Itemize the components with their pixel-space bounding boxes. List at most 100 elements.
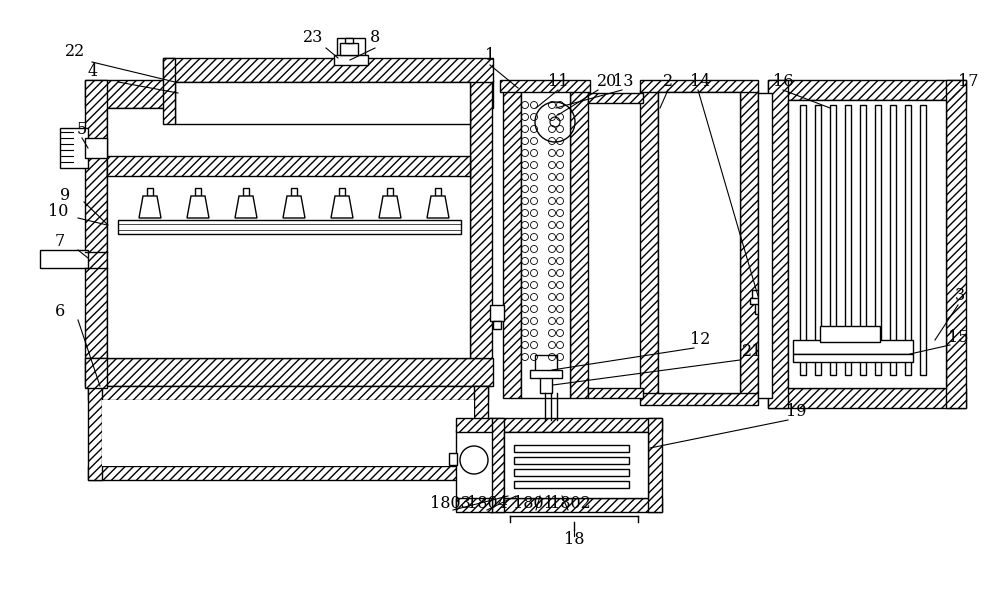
Bar <box>905 105 911 375</box>
Bar <box>500 80 590 92</box>
Bar <box>890 105 896 375</box>
Text: 11: 11 <box>548 73 568 91</box>
Text: 1: 1 <box>485 47 495 64</box>
Bar <box>640 393 758 405</box>
Bar <box>456 418 492 432</box>
Text: 8: 8 <box>370 29 380 46</box>
Bar <box>588 388 643 398</box>
Bar <box>768 388 966 408</box>
Bar <box>570 90 588 398</box>
Bar <box>387 188 393 196</box>
Bar <box>588 93 643 103</box>
Bar <box>521 90 570 398</box>
Bar <box>107 156 470 176</box>
Polygon shape <box>283 196 305 218</box>
Text: 14: 14 <box>690 73 710 91</box>
Bar <box>845 105 851 375</box>
Bar <box>750 298 768 304</box>
Bar <box>514 445 629 452</box>
Bar <box>85 138 107 158</box>
Bar <box>768 80 788 408</box>
Bar <box>490 418 504 512</box>
Bar <box>85 358 493 386</box>
Text: 4: 4 <box>88 64 98 81</box>
Bar <box>490 305 504 321</box>
Text: 16: 16 <box>773 73 793 91</box>
Bar <box>860 105 866 375</box>
Text: 6: 6 <box>55 304 65 320</box>
Bar <box>920 105 926 375</box>
Bar <box>490 418 662 432</box>
Text: 9: 9 <box>60 186 70 204</box>
Text: 22: 22 <box>65 43 85 61</box>
Text: 21: 21 <box>742 344 762 361</box>
Polygon shape <box>427 196 449 218</box>
Bar <box>102 400 474 466</box>
Text: 23: 23 <box>303 29 323 46</box>
Bar <box>40 250 88 268</box>
Polygon shape <box>139 196 161 218</box>
Text: 2: 2 <box>663 73 673 91</box>
Bar <box>147 188 153 196</box>
Bar <box>758 93 772 398</box>
Bar <box>800 105 806 375</box>
Polygon shape <box>379 196 401 218</box>
Bar <box>88 386 488 400</box>
Text: 10: 10 <box>48 204 68 221</box>
Bar <box>85 80 107 358</box>
Bar <box>456 430 492 510</box>
Text: 19: 19 <box>786 403 806 421</box>
Bar <box>107 108 470 358</box>
Bar <box>793 354 913 362</box>
Bar <box>88 466 488 480</box>
Bar <box>514 481 629 488</box>
Bar <box>875 105 881 375</box>
Bar <box>740 90 758 395</box>
Polygon shape <box>331 196 353 218</box>
Text: 17: 17 <box>958 73 978 91</box>
Bar <box>514 469 629 476</box>
Bar <box>793 340 913 354</box>
Bar <box>530 370 562 378</box>
Bar <box>490 498 662 512</box>
Bar <box>340 43 358 55</box>
Bar <box>291 188 297 196</box>
Bar <box>456 498 492 512</box>
Text: 18: 18 <box>564 531 584 549</box>
Bar <box>815 105 821 375</box>
Bar <box>830 105 836 375</box>
Bar <box>820 326 880 342</box>
Bar <box>243 188 249 196</box>
Polygon shape <box>235 196 257 218</box>
Bar <box>85 80 493 108</box>
Bar <box>493 321 501 329</box>
Bar <box>60 128 88 168</box>
Bar <box>788 100 946 388</box>
Bar <box>503 90 521 398</box>
Bar <box>640 80 758 92</box>
Text: 15: 15 <box>948 329 968 347</box>
Text: 1802: 1802 <box>550 495 590 513</box>
Bar <box>946 80 966 408</box>
Bar <box>118 220 461 234</box>
Bar <box>470 80 492 358</box>
Bar <box>339 188 345 196</box>
Bar <box>514 457 629 464</box>
Bar <box>449 453 457 465</box>
Text: 1803: 1803 <box>430 495 470 513</box>
Text: 5: 5 <box>77 121 87 138</box>
Text: 13: 13 <box>613 73 633 91</box>
Text: 3: 3 <box>955 287 965 304</box>
Bar <box>540 373 552 393</box>
Text: 7: 7 <box>55 234 65 251</box>
Bar <box>175 82 470 124</box>
Bar <box>163 58 493 82</box>
Bar <box>648 418 662 512</box>
Bar <box>337 38 365 60</box>
Bar <box>535 355 557 373</box>
Polygon shape <box>187 196 209 218</box>
Bar <box>474 386 488 480</box>
Text: 20: 20 <box>597 73 617 91</box>
Bar <box>334 55 368 65</box>
Bar <box>195 188 201 196</box>
